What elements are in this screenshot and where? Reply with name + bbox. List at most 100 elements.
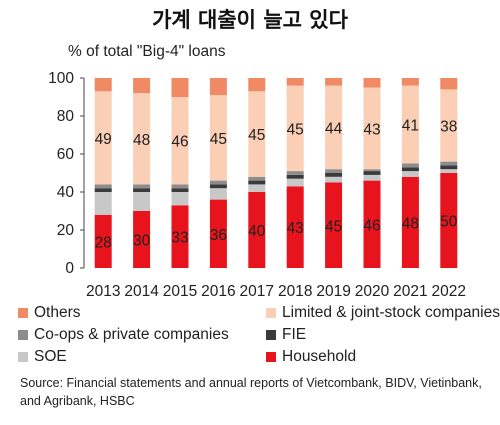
bar-segment-limited-joint-stock-companies bbox=[171, 97, 189, 185]
bar-segment-household bbox=[363, 180, 381, 268]
bar-segment-others bbox=[363, 78, 381, 88]
x-tick-label: 2019 bbox=[316, 283, 350, 300]
bar-segment-household bbox=[440, 173, 458, 268]
bar-segment-others bbox=[325, 78, 343, 86]
legend-label-soe: SOE bbox=[34, 348, 67, 365]
bar-segment-soe bbox=[325, 176, 343, 183]
bar-segment-others bbox=[401, 78, 419, 86]
bar-segment-household bbox=[209, 199, 227, 268]
bar-segment-household bbox=[171, 205, 189, 268]
data-label: 46 bbox=[363, 217, 380, 234]
bar-segment-limited-joint-stock-companies bbox=[94, 91, 112, 185]
data-label: 45 bbox=[325, 218, 342, 235]
bar-segment-fie bbox=[94, 188, 112, 192]
bar-segment-limited-joint-stock-companies bbox=[363, 87, 381, 170]
bar-segment-co-ops-private-companies bbox=[286, 171, 304, 175]
data-label: 30 bbox=[133, 233, 151, 250]
bar-segment-co-ops-private-companies bbox=[209, 180, 227, 185]
bar-segment-fie bbox=[133, 188, 151, 192]
y-tick-label: 0 bbox=[65, 260, 74, 277]
chart-title: 가계 대출이 늘고 있다 bbox=[152, 8, 348, 32]
bar-segment-household bbox=[94, 214, 112, 268]
y-tick-label: 100 bbox=[48, 70, 74, 87]
bar-segment-fie bbox=[171, 188, 189, 192]
x-tick-label: 2018 bbox=[278, 283, 312, 300]
data-label: 48 bbox=[133, 132, 150, 149]
bar-segment-co-ops-private-companies bbox=[133, 184, 151, 189]
x-tick-label: 2020 bbox=[355, 283, 390, 300]
bar-segment-household bbox=[133, 211, 151, 268]
bar-segment-soe bbox=[133, 192, 151, 211]
bar-segment-others bbox=[286, 78, 304, 86]
legend-swatch-limited-joint-stock bbox=[266, 308, 276, 318]
data-label: 41 bbox=[402, 118, 419, 135]
bar-segment-household bbox=[248, 192, 266, 268]
bar-segment-co-ops-private-companies bbox=[440, 161, 458, 166]
bar-segment-soe bbox=[209, 188, 227, 200]
source-note: Source: Financial statements and annual … bbox=[20, 376, 482, 408]
data-label: 45 bbox=[287, 121, 304, 138]
bar-segment-fie bbox=[248, 180, 266, 185]
bar-segment-household bbox=[325, 182, 343, 268]
x-tick-label: 2016 bbox=[201, 283, 235, 300]
data-label: 44 bbox=[325, 120, 343, 137]
legend-swatch-others bbox=[18, 308, 28, 318]
x-tick-label: 2022 bbox=[432, 283, 466, 300]
data-label: 38 bbox=[440, 119, 457, 136]
legend-item-household: Household bbox=[266, 348, 356, 366]
y-tick-label: 40 bbox=[57, 184, 75, 201]
x-tick-label: 2017 bbox=[240, 283, 274, 300]
legend-item-fie: FIE bbox=[266, 326, 306, 344]
stacked-bar-chart: 0 20 40 60 80 100 28 49 2013 30 48 2014 33 46 2015 36 45… bbox=[48, 70, 466, 300]
bar-segment-soe bbox=[363, 174, 381, 181]
bar-segment-fie bbox=[401, 167, 419, 172]
bar-segment-others bbox=[133, 78, 151, 94]
bar-segment-co-ops-private-companies bbox=[171, 184, 189, 189]
legend-label-limited-joint-stock: Limited & joint-stock companies bbox=[282, 304, 500, 321]
bar-segment-soe bbox=[171, 192, 189, 206]
bar-segment-others bbox=[440, 78, 458, 90]
data-label: 49 bbox=[95, 131, 112, 148]
bar-segment-co-ops-private-companies bbox=[325, 169, 343, 173]
bar-segment-soe bbox=[286, 178, 304, 187]
data-label: 33 bbox=[171, 230, 188, 247]
data-label: 45 bbox=[210, 131, 227, 148]
bar-segment-soe bbox=[401, 171, 419, 177]
legend-label-others: Others bbox=[34, 304, 81, 321]
bar-segment-co-ops-private-companies bbox=[401, 163, 419, 168]
chart-legend: Others Limited & joint-stock companies C… bbox=[18, 304, 500, 366]
data-label: 45 bbox=[248, 127, 265, 144]
data-label: 28 bbox=[95, 234, 112, 251]
legend-swatch-fie bbox=[266, 330, 276, 340]
bar-segment-others bbox=[248, 78, 266, 92]
data-label: 48 bbox=[402, 215, 419, 232]
legend-item-others: Others bbox=[18, 304, 81, 322]
bar-segment-household bbox=[286, 186, 304, 268]
data-label: 36 bbox=[210, 227, 227, 244]
bar-segment-limited-joint-stock-companies bbox=[248, 91, 266, 177]
bar-segment-others bbox=[209, 78, 227, 96]
y-tick-label: 80 bbox=[57, 108, 75, 125]
bar-segment-fie bbox=[325, 173, 343, 177]
legend-swatch-household bbox=[266, 352, 276, 362]
x-tick-label: 2015 bbox=[163, 283, 197, 300]
bar-segment-soe bbox=[440, 169, 458, 173]
legend-swatch-soe bbox=[18, 352, 28, 362]
bar-segment-co-ops-private-companies bbox=[94, 184, 112, 189]
x-tick-label: 2013 bbox=[86, 283, 120, 300]
bar-segment-fie bbox=[440, 165, 458, 170]
bar-segment-soe bbox=[94, 192, 112, 215]
bar-segment-limited-joint-stock-companies bbox=[209, 95, 227, 181]
legend-item-soe: SOE bbox=[18, 348, 67, 366]
bar-segment-fie bbox=[363, 171, 381, 175]
x-tick-label: 2014 bbox=[124, 283, 159, 300]
legend-label-co-ops-private: Co-ops & private companies bbox=[34, 326, 229, 343]
x-tick-label: 2021 bbox=[393, 283, 427, 300]
bar-segment-fie bbox=[286, 174, 304, 179]
bar-segment-others bbox=[94, 78, 112, 92]
data-label: 43 bbox=[363, 121, 380, 138]
bar-segment-household bbox=[401, 176, 419, 268]
legend-item-co-ops-private: Co-ops & private companies bbox=[18, 326, 229, 344]
y-axis-unit-label: % of total "Big-4" loans bbox=[68, 43, 226, 60]
legend-item-limited-joint-stock: Limited & joint-stock companies bbox=[266, 304, 500, 322]
